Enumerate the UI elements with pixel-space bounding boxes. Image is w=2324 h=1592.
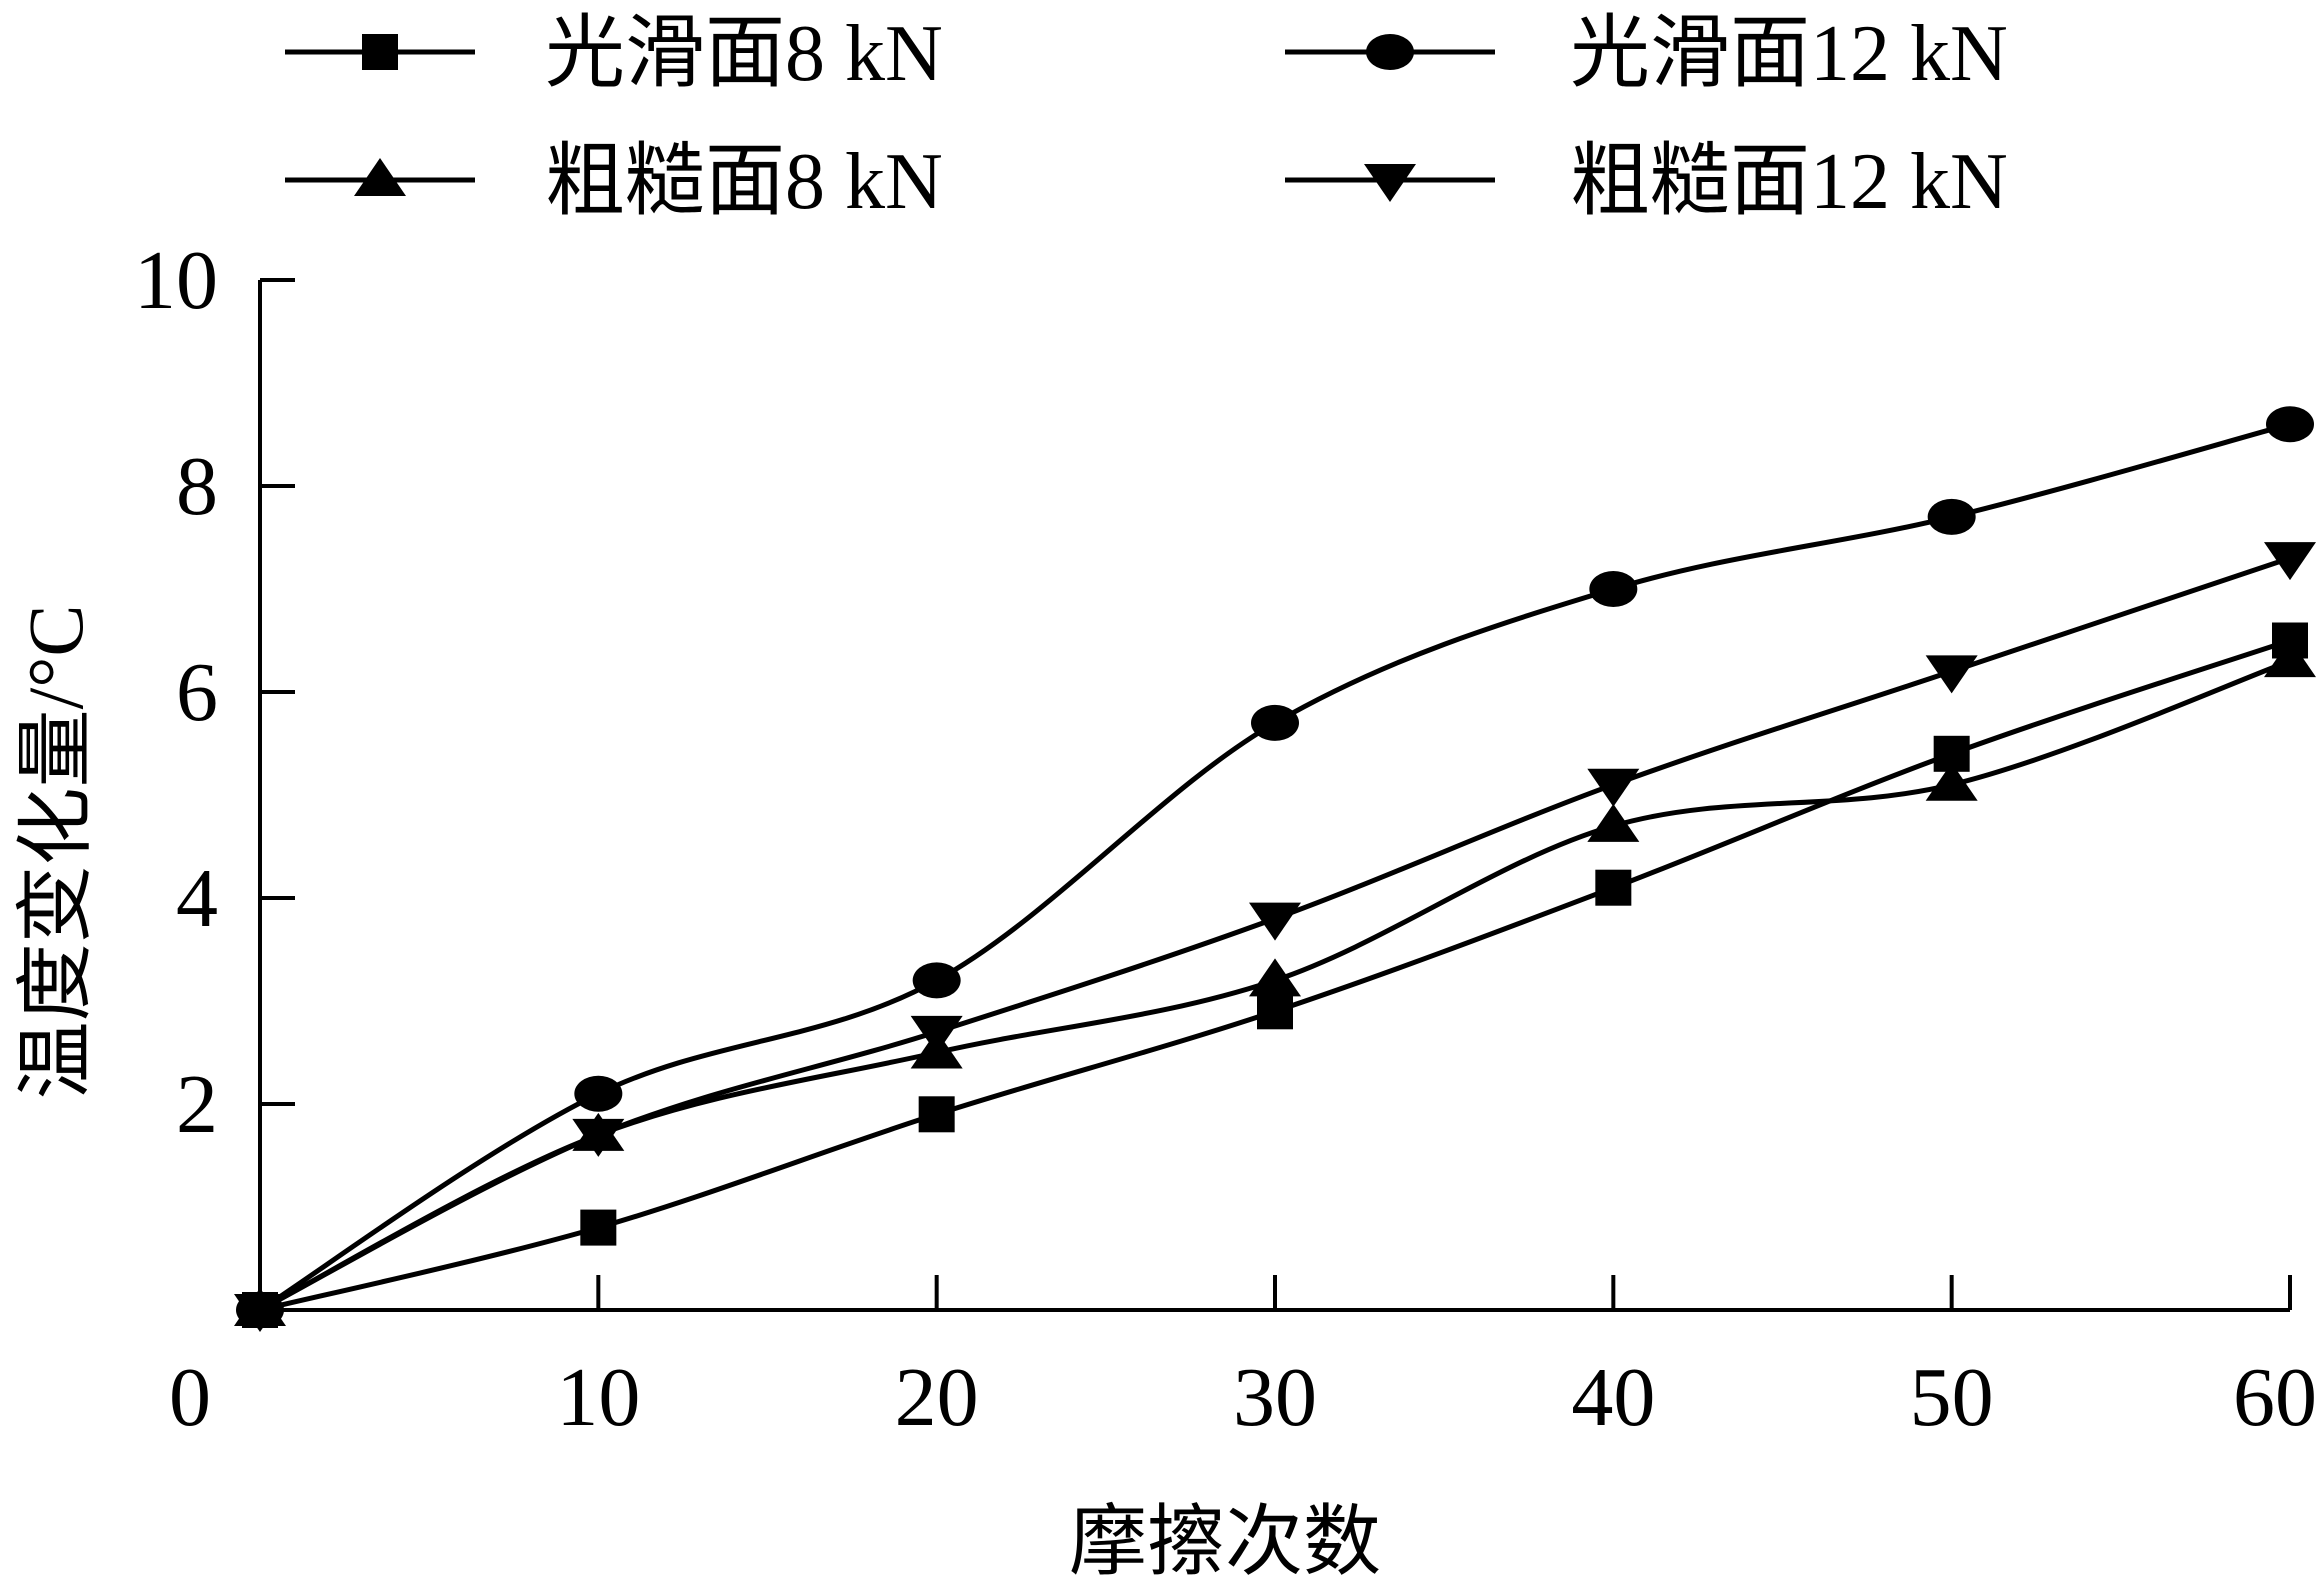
legend-item: 粗糙面12 kN <box>1285 138 2008 226</box>
y-tick-label: 4 <box>176 852 218 945</box>
y-tick-label: 6 <box>176 646 218 739</box>
y-tick-label: 8 <box>176 440 218 533</box>
data-point <box>574 1075 623 1112</box>
data-point <box>2264 639 2316 678</box>
y-tick-label: 10 <box>134 234 218 327</box>
legend-marker <box>354 158 406 196</box>
legend-marker <box>1364 164 1416 202</box>
series-layer <box>234 406 2316 1332</box>
data-point <box>1925 655 1978 694</box>
data-point <box>910 1015 963 1054</box>
series-line <box>258 421 2291 1313</box>
data-point <box>1927 498 1976 535</box>
data-point <box>580 1209 617 1246</box>
data-point <box>1257 993 1293 1030</box>
legend-item: 光滑面12 kN <box>1285 10 2008 98</box>
series-3 <box>234 639 2316 1326</box>
y-tick-label: 2 <box>176 1058 218 1151</box>
x-tick-label: 0 <box>169 1351 211 1444</box>
data-point <box>1589 571 1638 607</box>
data-point <box>1595 869 1632 906</box>
data-point <box>1249 958 1301 997</box>
legend-item: 光滑面8 kN <box>285 10 943 98</box>
data-point <box>1925 762 1978 801</box>
data-point <box>2264 542 2316 581</box>
data-point <box>2266 406 2314 443</box>
data-point <box>1251 704 1299 741</box>
y-axis-title: 温度变化量/°C <box>12 605 99 1100</box>
x-axis-title: 摩擦次数 <box>1069 1498 1381 1585</box>
x-tick-label: 10 <box>556 1351 640 1444</box>
legend: 光滑面8 kN 光滑面12 kN 粗糙面8 kN 粗糙面12 kN <box>285 10 2008 226</box>
legend-marker <box>1366 34 1414 70</box>
legend-label: 光滑面8 kN <box>545 10 943 98</box>
x-tick-label: 20 <box>895 1351 979 1444</box>
legend-label: 光滑面12 kN <box>1570 10 2008 98</box>
legend-label: 粗糙面12 kN <box>1570 138 2008 226</box>
axes: 0 10 20 30 40 50 60 2 4 6 8 10 <box>134 234 2317 1444</box>
series-4 <box>234 542 2316 1332</box>
legend-label: 粗糙面8 kN <box>545 138 943 226</box>
x-tick-label: 50 <box>1910 1351 1994 1444</box>
legend-marker <box>362 34 398 70</box>
series-2 <box>236 406 2314 1328</box>
data-point <box>1587 803 1640 842</box>
data-point <box>918 1096 955 1133</box>
legend-item: 粗糙面8 kN <box>285 138 943 226</box>
x-tick-label: 40 <box>1571 1351 1655 1444</box>
data-point <box>234 1294 286 1332</box>
data-point <box>572 1118 625 1157</box>
data-point <box>1587 768 1640 807</box>
data-point <box>1249 902 1301 941</box>
data-point <box>912 962 961 999</box>
x-tick-label: 30 <box>1233 1351 1317 1444</box>
x-tick-label: 60 <box>2233 1351 2317 1444</box>
